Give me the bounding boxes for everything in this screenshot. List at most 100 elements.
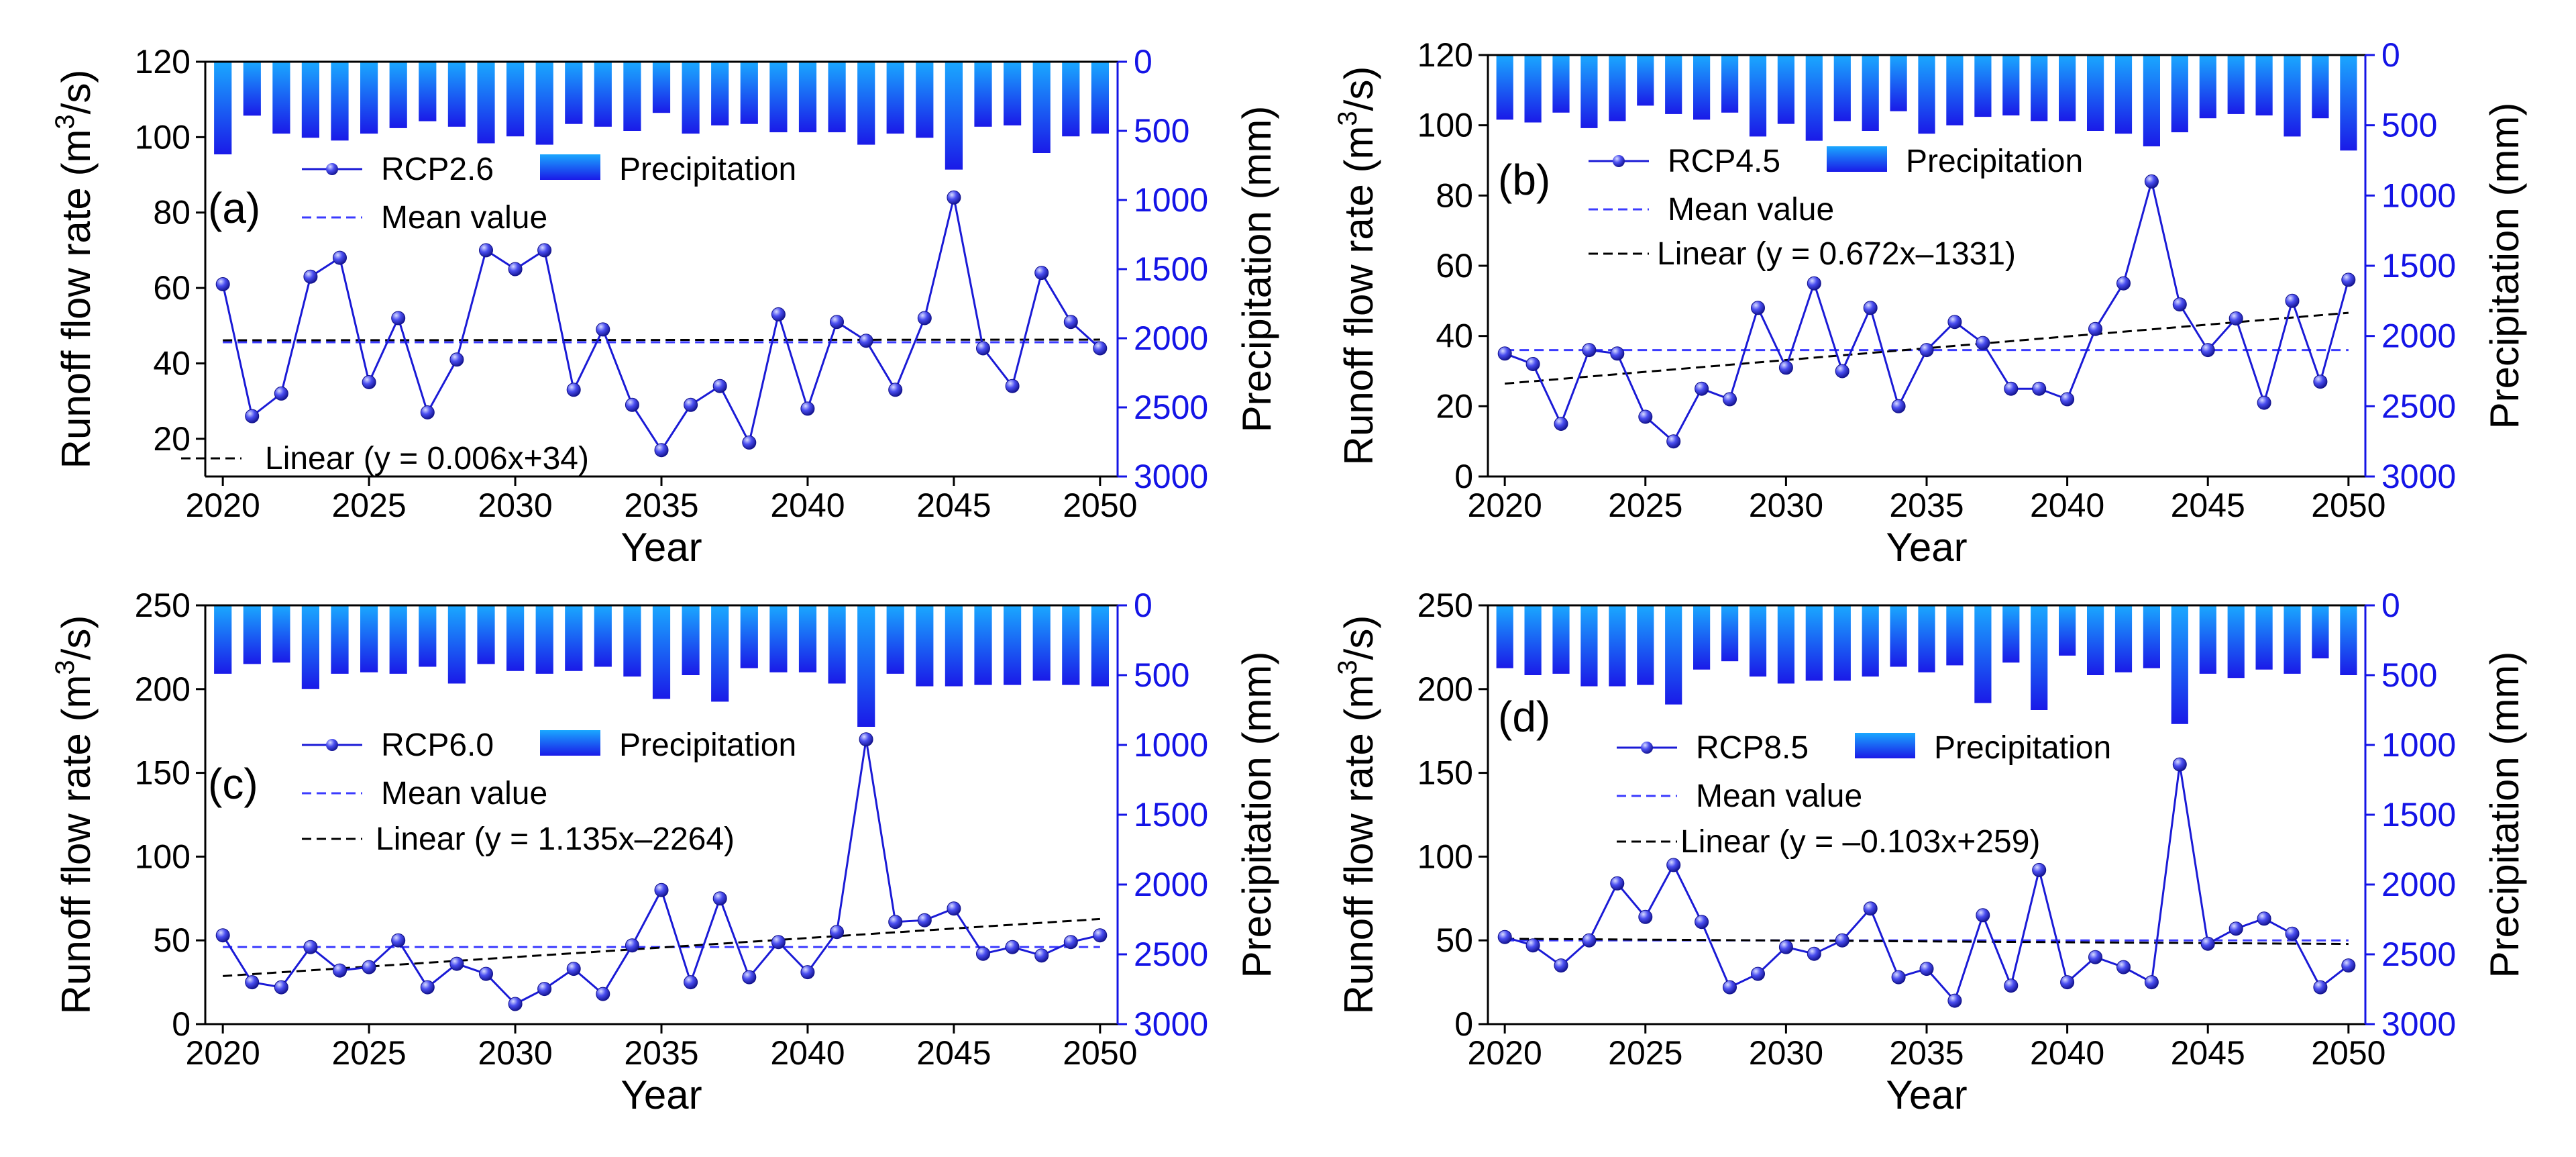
- runoff-point: [449, 956, 464, 971]
- y2-axis-label: Precipitation (mm): [2482, 103, 2527, 430]
- runoff-point: [2144, 975, 2159, 990]
- runoff-series-line: [1504, 181, 2350, 444]
- precip-bar: [243, 605, 261, 664]
- runoff-point: [684, 975, 698, 990]
- x-tick-label: 2040: [2030, 487, 2104, 524]
- precip-bar: [214, 62, 232, 154]
- y2-tick-label: 2000: [1134, 319, 1208, 357]
- runoff-point: [2172, 297, 2187, 312]
- precip-bar: [1749, 605, 1767, 677]
- precip-bar: [1862, 55, 1879, 131]
- runoff-point: [947, 901, 961, 916]
- runoff-point: [1093, 928, 1108, 943]
- precip-bar: [1946, 605, 1964, 666]
- runoff-point: [1497, 929, 1512, 944]
- x-tick-label: 2045: [916, 487, 991, 524]
- precip-bar: [2059, 605, 2076, 656]
- x-axis-label: Year: [1886, 1072, 1967, 1117]
- runoff-point: [1751, 301, 1765, 315]
- runoff-point: [1638, 409, 1653, 424]
- runoff-point: [303, 269, 318, 284]
- panel-label: (c): [208, 760, 258, 808]
- x-tick-label: 2040: [770, 487, 845, 524]
- precip-bar: [682, 62, 700, 134]
- precip-bar: [2114, 605, 2133, 672]
- precip-bar: [2284, 605, 2301, 674]
- precip-bar: [272, 62, 290, 134]
- runoff-point: [274, 386, 288, 401]
- legend-mean-label: Mean value: [1668, 192, 1834, 228]
- legend-precip-swatch: [1827, 146, 1887, 172]
- precip-bar: [1524, 605, 1542, 675]
- y-tick-label: 100: [135, 838, 191, 875]
- x-tick-label: 2045: [2171, 1034, 2245, 1072]
- y-axis-label: Runoff flow rate (m3/s): [50, 615, 99, 1015]
- runoff-point: [1695, 381, 1709, 396]
- precip-bar: [2031, 605, 2048, 710]
- x-tick-label: 2020: [1468, 1034, 1542, 1072]
- runoff-point: [917, 913, 932, 927]
- linear-trend-line: [1505, 311, 2349, 385]
- panel-label: (d): [1498, 693, 1550, 741]
- x-tick-label: 2050: [1063, 1034, 1137, 1072]
- precip-bar: [857, 62, 875, 145]
- legend-precip-label: Precipitation: [619, 727, 796, 763]
- precip-bar: [1091, 605, 1109, 687]
- y2-axis-label: Precipitation (mm): [1234, 652, 1279, 978]
- precip-bar: [623, 605, 641, 677]
- y2-tick-label: 1500: [2381, 796, 2456, 834]
- precip-bar: [419, 605, 437, 667]
- x-tick-label: 2030: [478, 487, 552, 524]
- y2-tick-label: 0: [1134, 43, 1152, 81]
- precip-bar: [916, 605, 934, 687]
- legend-precip-swatch: [1855, 733, 1915, 758]
- x-tick-label: 2040: [770, 1034, 845, 1072]
- runoff-point: [333, 963, 347, 978]
- y-axis-label: Runoff flow rate (m3/s): [1333, 66, 1381, 466]
- precip-bar: [2031, 55, 2048, 121]
- precip-bar: [1580, 55, 1598, 128]
- runoff-point: [712, 379, 727, 393]
- y-tick-label: 200: [135, 670, 191, 708]
- precip-bar: [565, 62, 583, 124]
- precip-bar: [623, 62, 641, 131]
- runoff-point: [1582, 343, 1597, 358]
- precip-bar: [1721, 55, 1739, 113]
- precip-bar: [711, 62, 729, 125]
- runoff-point: [2200, 936, 2215, 951]
- precip-bar: [1552, 55, 1570, 113]
- y2-tick-label: 500: [1134, 112, 1189, 150]
- legend-mean-label: Mean value: [381, 200, 547, 236]
- runoff-point: [2032, 381, 2047, 396]
- legend-precip-label: Precipitation: [1934, 730, 2111, 766]
- x-tick-label: 2025: [1608, 1034, 1682, 1072]
- precip-bar: [1665, 55, 1682, 114]
- precip-bar: [214, 605, 232, 674]
- precip-bar: [2114, 55, 2133, 134]
- x-tick-label: 2035: [624, 487, 698, 524]
- y2-tick-label: 1000: [2381, 177, 2456, 214]
- x-tick-label: 2025: [1608, 487, 1682, 524]
- precip-bar: [1496, 605, 1513, 668]
- y2-tick-label: 2500: [2381, 387, 2456, 425]
- runoff-point: [215, 928, 230, 943]
- legend-series-marker: [1613, 155, 1625, 167]
- legend-series-label: RCP2.6: [381, 152, 494, 187]
- runoff-point: [625, 938, 639, 953]
- precip-bar: [828, 62, 846, 133]
- precip-bar: [1777, 55, 1794, 124]
- x-tick-label: 2030: [478, 1034, 552, 1072]
- runoff-point: [449, 352, 464, 367]
- legend-mean-label: Mean value: [1696, 778, 1862, 814]
- y2-tick-label: 1000: [1134, 181, 1208, 219]
- legend-linear-label: Linear (y = 0.672x–1331): [1657, 236, 2016, 272]
- runoff-point: [771, 935, 786, 950]
- legend-series-marker: [326, 739, 338, 751]
- runoff-point: [1919, 962, 1934, 976]
- runoff-point: [2004, 978, 2019, 993]
- panel-label: (a): [208, 184, 260, 232]
- runoff-point: [2285, 293, 2300, 308]
- precip-bar: [740, 605, 758, 668]
- runoff-point: [1610, 876, 1625, 891]
